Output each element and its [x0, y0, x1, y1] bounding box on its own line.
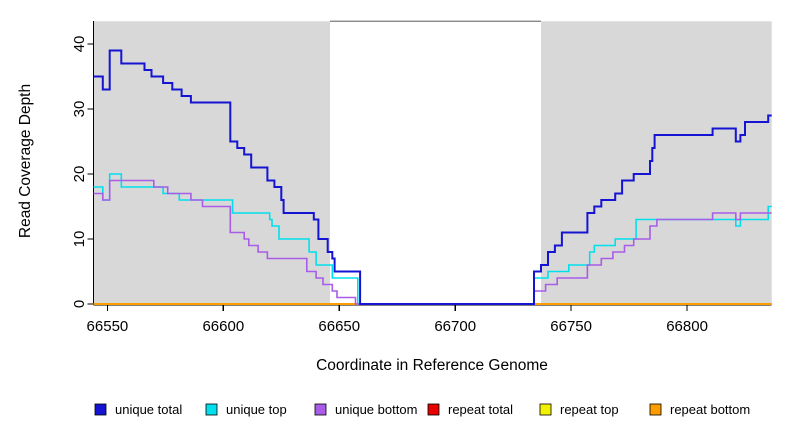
legend-swatch-unique-bottom — [314, 403, 327, 416]
legend-swatch-repeat-top — [539, 403, 552, 416]
x-tick-label: 66700 — [434, 318, 476, 335]
legend-swatch-unique-top — [205, 403, 218, 416]
y-tick-label: 40 — [71, 36, 88, 53]
y-tick-label: 30 — [71, 101, 88, 118]
x-tick-label: 66650 — [318, 318, 360, 335]
legend-label-unique-total: unique total — [115, 402, 182, 417]
x-axis-title: Coordinate in Reference Genome — [316, 357, 548, 374]
shaded-region — [93, 21, 331, 304]
series-line-unique-bottom — [93, 179, 772, 305]
x-tick-label: 66550 — [87, 318, 129, 335]
legend: unique total unique top unique bottom repea… — [94, 402, 750, 417]
legend-label-repeat-top: repeat top — [560, 402, 619, 417]
legend-swatch-unique-total — [94, 403, 107, 416]
x-tick-label: 66800 — [666, 318, 708, 335]
y-tick-label: 20 — [71, 166, 88, 183]
legend-label-repeat-total: repeat total — [448, 402, 513, 417]
x-tick-label: 66750 — [550, 318, 592, 335]
series-layer — [93, 49, 772, 305]
y-tick-label: 0 — [71, 300, 88, 308]
y-axis-title: Read Coverage Depth — [17, 84, 34, 238]
region-shading-layer — [93, 21, 772, 304]
legend-label-unique-top: unique top — [226, 402, 287, 417]
series-line-unique-total — [93, 49, 772, 305]
legend-swatch-repeat-total — [427, 403, 440, 416]
legend-swatch-repeat-bottom — [649, 403, 662, 416]
x-tick-label: 66600 — [202, 318, 244, 335]
y-tick-label: 10 — [71, 231, 88, 248]
axis-titles-layer: Coordinate in Reference Genome Read Cove… — [17, 84, 548, 374]
series-line-unique-top — [93, 173, 772, 305]
legend-label-unique-bottom: unique bottom — [335, 402, 417, 417]
legend-label-repeat-bottom: repeat bottom — [670, 402, 750, 417]
shaded-region — [540, 21, 772, 304]
